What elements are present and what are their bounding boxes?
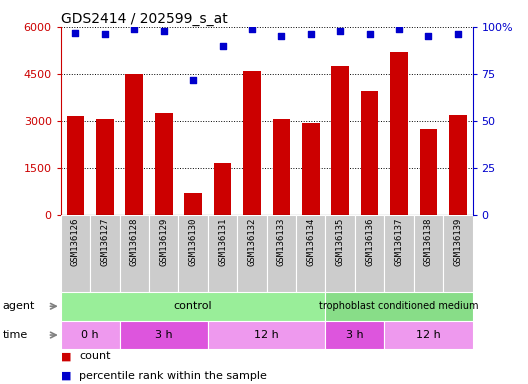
Text: trophoblast conditioned medium: trophoblast conditioned medium [319,301,479,311]
Text: 0 h: 0 h [81,330,99,340]
Text: GSM136136: GSM136136 [365,217,374,266]
Text: GSM136138: GSM136138 [424,217,433,266]
Text: GSM136128: GSM136128 [130,217,139,266]
Text: GSM136135: GSM136135 [336,217,345,266]
Text: GSM136134: GSM136134 [306,217,315,266]
Bar [208,215,237,292]
Text: ■: ■ [61,351,75,361]
Bar [332,66,349,215]
Text: percentile rank within the sample: percentile rank within the sample [79,371,267,381]
Bar [67,116,84,215]
Bar [325,215,355,292]
Point [365,31,374,38]
Bar [443,215,473,292]
Text: GSM136129: GSM136129 [159,217,168,266]
Point [336,28,344,34]
Bar [390,52,408,215]
Point [454,31,462,38]
Point [395,26,403,32]
Text: 3 h: 3 h [155,330,173,340]
Text: count: count [79,351,111,361]
Point [424,33,432,40]
Bar [361,91,379,215]
Bar [208,321,325,349]
Text: agent: agent [3,301,35,311]
Text: GSM136131: GSM136131 [218,217,227,266]
Text: GSM136127: GSM136127 [100,217,109,266]
Bar [272,119,290,215]
Bar [61,215,90,292]
Text: GSM136132: GSM136132 [248,217,257,266]
Text: GSM136133: GSM136133 [277,217,286,266]
Point [71,30,80,36]
Text: 12 h: 12 h [254,330,279,340]
Text: ■: ■ [61,371,75,381]
Bar [267,215,296,292]
Bar [61,321,119,349]
Text: GDS2414 / 202599_s_at: GDS2414 / 202599_s_at [61,12,228,26]
Text: GSM136139: GSM136139 [454,217,463,266]
Bar [325,292,473,321]
Text: GSM136126: GSM136126 [71,217,80,266]
Text: time: time [3,330,28,340]
Bar [149,215,178,292]
Bar [178,215,208,292]
Point [218,43,227,49]
Bar [126,74,143,215]
Bar [384,215,414,292]
Bar [414,215,443,292]
Bar [302,122,319,215]
Point [189,76,197,83]
Bar [420,129,437,215]
Bar [155,113,173,215]
Point [248,26,256,32]
Text: GSM136130: GSM136130 [188,217,197,266]
Bar [96,119,114,215]
Text: 12 h: 12 h [416,330,441,340]
Bar [237,215,267,292]
Point [277,33,286,40]
Bar [325,321,384,349]
Bar [119,321,208,349]
Point [159,28,168,34]
Bar [355,215,384,292]
Bar [384,321,473,349]
Point [130,26,138,32]
Bar [119,215,149,292]
Point [307,31,315,38]
Bar [449,115,467,215]
Bar [90,215,119,292]
Text: 3 h: 3 h [346,330,364,340]
Bar [184,193,202,215]
Text: control: control [174,301,212,311]
Bar [214,163,231,215]
Text: GSM136137: GSM136137 [394,217,403,266]
Point [101,31,109,38]
Bar [243,71,261,215]
Bar [296,215,325,292]
Bar [61,292,325,321]
